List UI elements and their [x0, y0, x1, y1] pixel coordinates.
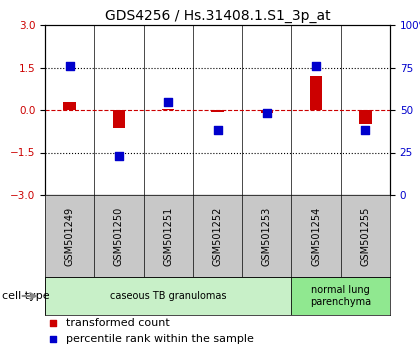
Bar — [261, 110, 273, 113]
Point — [165, 99, 172, 104]
Bar — [211, 110, 224, 112]
Point — [50, 336, 57, 342]
Bar — [310, 76, 322, 110]
Text: normal lung
parenchyma: normal lung parenchyma — [310, 285, 371, 307]
Text: GSM501251: GSM501251 — [163, 206, 173, 266]
Text: GSM501250: GSM501250 — [114, 206, 124, 266]
Point — [50, 320, 57, 326]
Text: GSM501253: GSM501253 — [262, 206, 272, 266]
Text: GSM501252: GSM501252 — [213, 206, 223, 266]
Title: GDS4256 / Hs.31408.1.S1_3p_at: GDS4256 / Hs.31408.1.S1_3p_at — [105, 8, 330, 23]
Bar — [359, 110, 372, 124]
Point — [66, 63, 73, 69]
Point — [214, 127, 221, 133]
Point — [116, 153, 122, 159]
Text: caseous TB granulomas: caseous TB granulomas — [110, 291, 226, 301]
Bar — [113, 110, 125, 127]
Text: GSM501249: GSM501249 — [65, 206, 75, 266]
Bar — [162, 109, 174, 110]
Bar — [63, 102, 76, 110]
Text: GSM501254: GSM501254 — [311, 206, 321, 266]
Text: cell type: cell type — [2, 291, 50, 301]
Point — [263, 110, 270, 116]
Text: transformed count: transformed count — [66, 318, 170, 328]
Text: percentile rank within the sample: percentile rank within the sample — [66, 334, 254, 344]
Bar — [291, 277, 390, 315]
Point — [313, 63, 320, 69]
Bar — [45, 277, 291, 315]
Text: GSM501255: GSM501255 — [360, 206, 370, 266]
Point — [362, 127, 369, 133]
